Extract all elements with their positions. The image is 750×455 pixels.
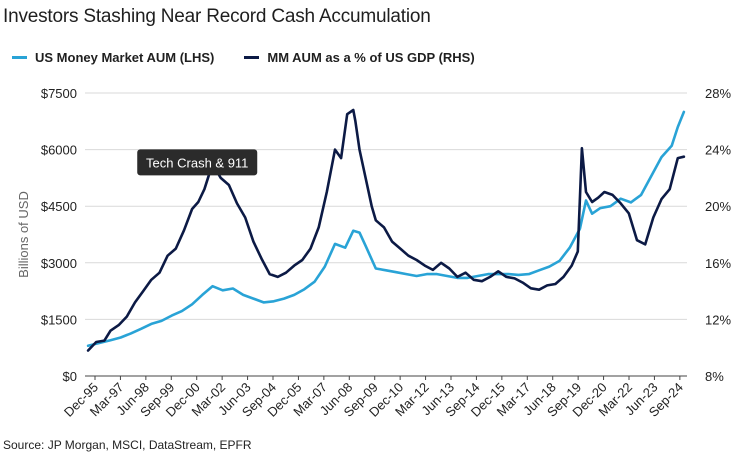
- y-right-tick-label: 12%: [705, 312, 731, 327]
- series-line-mm-aum: [86, 110, 686, 348]
- y-left-tick-label: $6000: [41, 143, 77, 158]
- annotation-label: Tech Crash & 911: [146, 155, 248, 170]
- legend-item-mm-aum: US Money Market AUM (LHS): [12, 50, 214, 65]
- y-left-tick-label: $1500: [41, 312, 77, 327]
- legend: US Money Market AUM (LHS) MM AUM as a % …: [12, 50, 475, 65]
- y-left-tick-label: $4500: [41, 199, 77, 214]
- y-right-tick-label: 16%: [705, 256, 731, 271]
- legend-label-mm-aum: US Money Market AUM (LHS): [35, 50, 215, 65]
- legend-swatch-mm-gdp: [244, 56, 260, 59]
- y-left-axis-title: Billions of USD: [16, 191, 31, 278]
- legend-swatch-mm-aum: [12, 56, 27, 59]
- y-right-tick-label: 24%: [705, 143, 731, 158]
- chart-title: Investors Stashing Near Record Cash Accu…: [3, 6, 431, 27]
- y-right-tick-label: 28%: [705, 86, 731, 101]
- y-left-tick-label: $7500: [41, 86, 77, 101]
- y-left-tick-label: $0: [63, 369, 77, 384]
- source-note: Source: JP Morgan, MSCI, DataStream, EPF…: [3, 438, 252, 452]
- annotation-box: [137, 149, 258, 176]
- y-right-tick-label: 20%: [705, 199, 731, 214]
- series-line-mm-gdp: [86, 108, 686, 352]
- legend-item-mm-gdp: MM AUM as a % of US GDP (RHS): [244, 50, 475, 65]
- y-right-tick-label: 8%: [705, 369, 724, 384]
- y-left-tick-label: $3000: [41, 256, 77, 271]
- legend-label-mm-gdp: MM AUM as a % of US GDP (RHS): [267, 50, 475, 65]
